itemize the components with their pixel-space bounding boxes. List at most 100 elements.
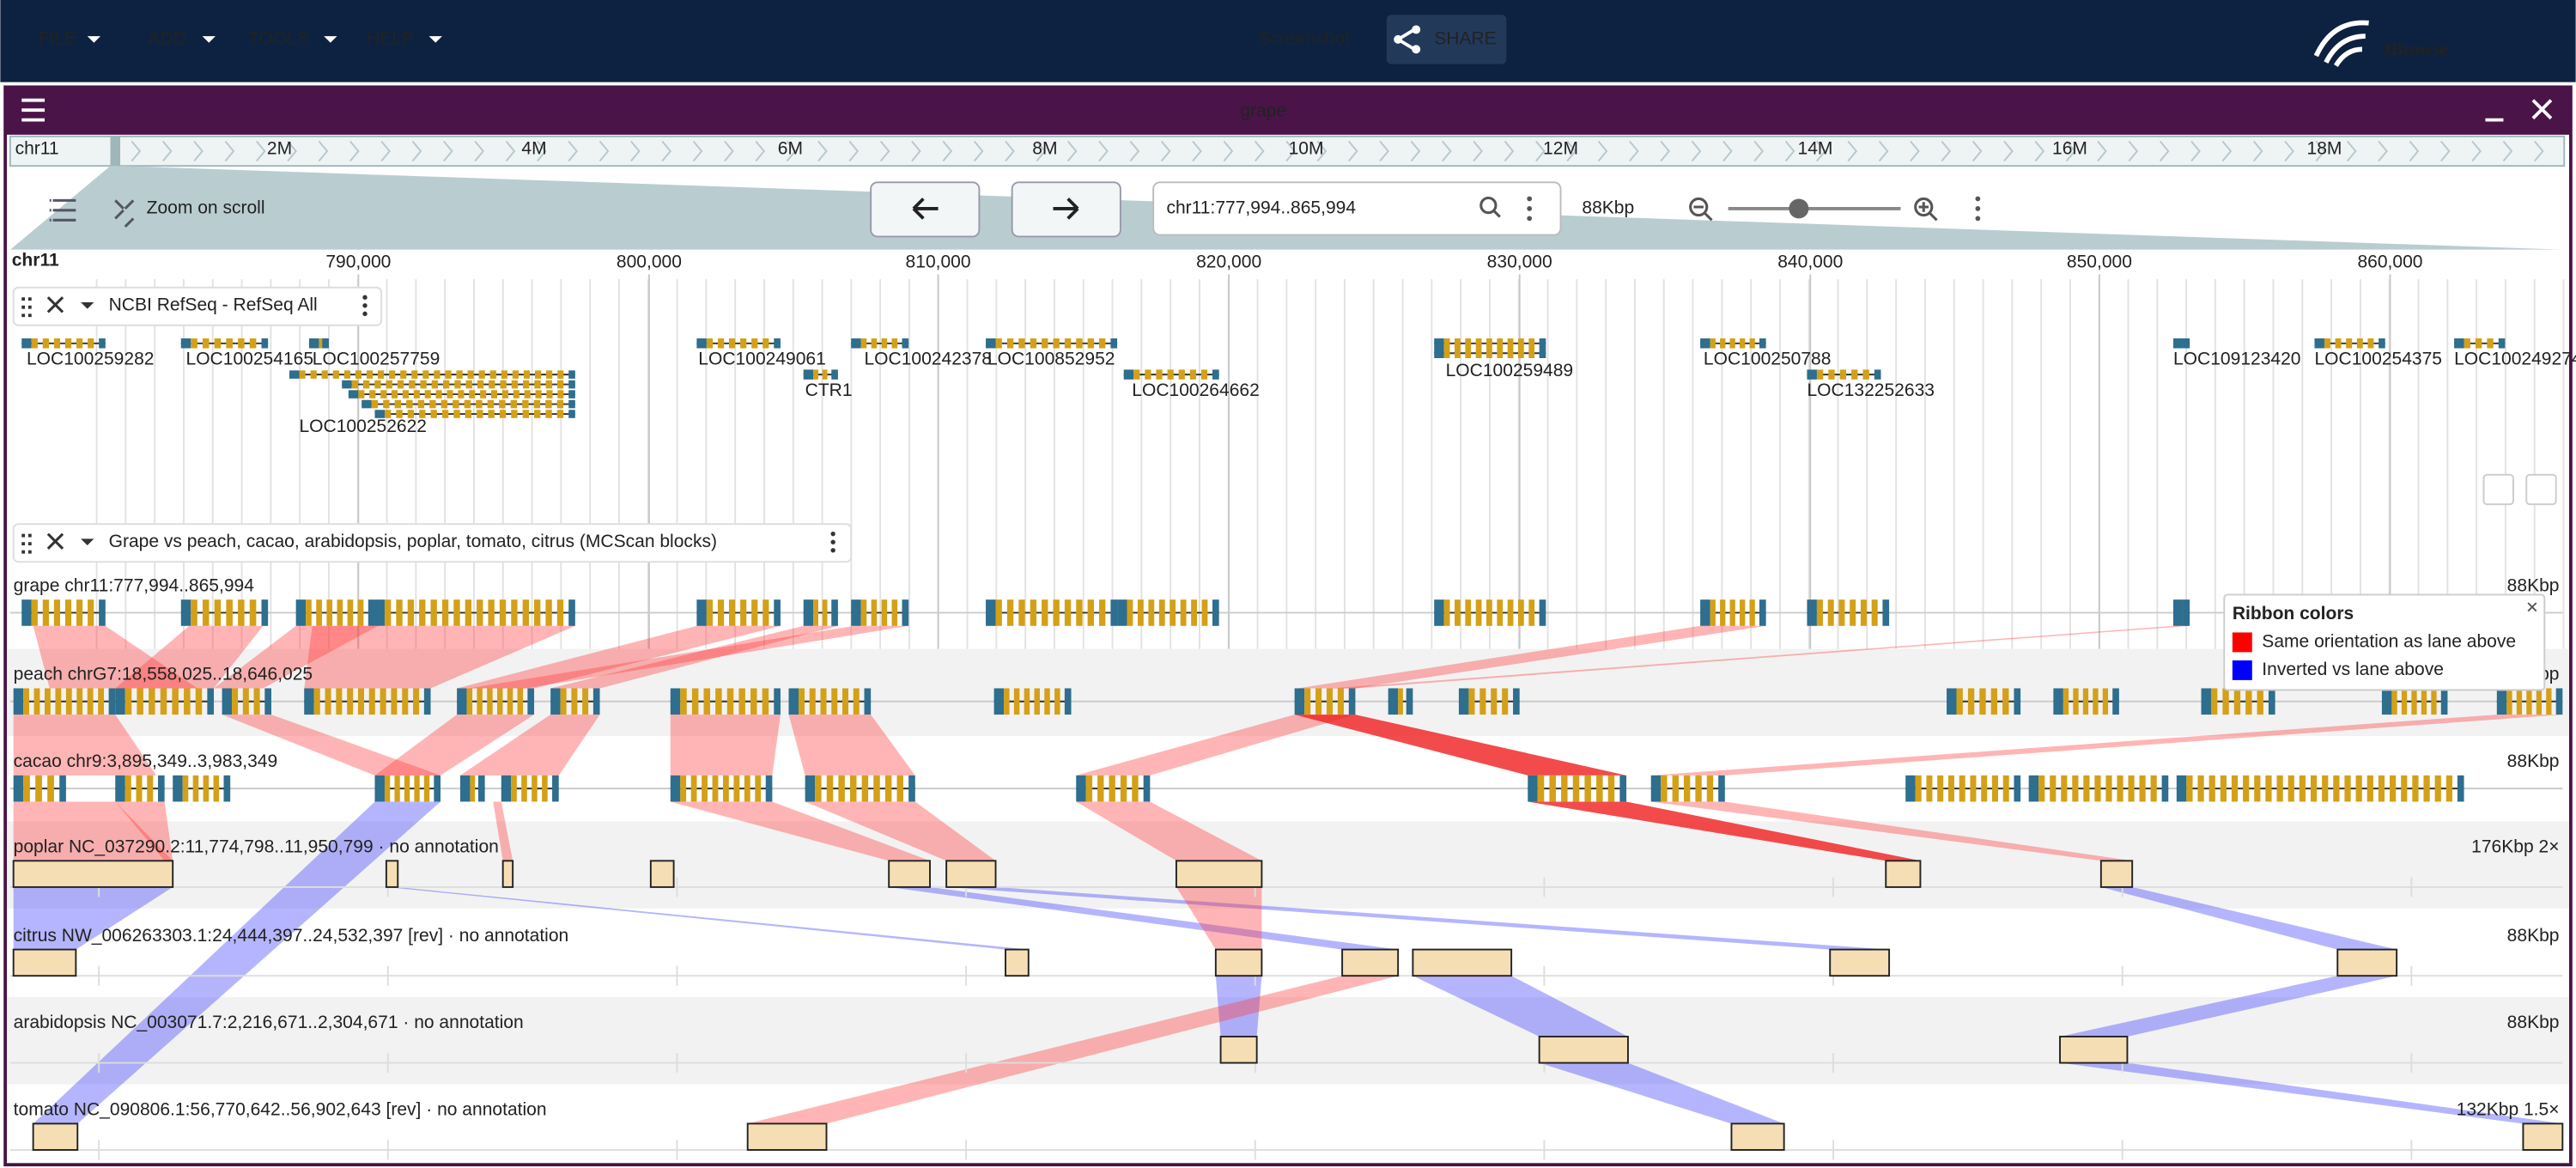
drag[interactable] xyxy=(21,533,32,554)
synteny-block xyxy=(1412,948,1513,977)
logo-mark xyxy=(2313,20,2369,68)
legend-close[interactable] xyxy=(2527,602,2537,612)
gene-label: LOC109123420 xyxy=(2173,349,2301,368)
exon xyxy=(1099,338,1106,349)
close-track[interactable] xyxy=(46,532,64,550)
exon xyxy=(1706,775,1714,802)
exon xyxy=(1024,688,1030,715)
exon xyxy=(456,370,463,379)
exon xyxy=(1455,338,1461,349)
exon xyxy=(853,688,860,715)
exon xyxy=(740,338,747,349)
zoom-in[interactable] xyxy=(1914,197,1934,217)
search-handle xyxy=(1492,209,1501,218)
exon xyxy=(2431,688,2437,715)
track-selector[interactable] xyxy=(49,198,76,222)
zoom-thumb[interactable] xyxy=(1789,198,1809,219)
exon xyxy=(1191,599,1197,626)
close-track[interactable] xyxy=(46,296,64,313)
menu-dot xyxy=(1527,196,1533,202)
utr xyxy=(59,775,66,802)
exon xyxy=(896,775,904,802)
exon xyxy=(299,370,306,379)
exon xyxy=(347,599,354,626)
synteny-block xyxy=(1005,948,1030,977)
menu-item[interactable]: HELP xyxy=(367,28,414,48)
overview-chevron xyxy=(1722,140,1733,162)
menu-item[interactable]: ADD xyxy=(149,28,186,48)
menu-item[interactable]: TOOLS xyxy=(248,28,309,48)
ruler-tick: 790,000 xyxy=(325,252,391,272)
exon xyxy=(409,380,416,389)
exon xyxy=(729,338,736,349)
exon xyxy=(1695,775,1702,802)
synteny-block xyxy=(2336,948,2398,977)
utr xyxy=(1064,688,1072,715)
exon xyxy=(2073,688,2079,715)
exon xyxy=(368,688,375,715)
location-box[interactable] xyxy=(1152,181,1562,236)
menu-dot xyxy=(362,311,368,317)
close-view[interactable] xyxy=(2531,99,2553,120)
exon xyxy=(1710,338,1716,349)
exon xyxy=(2411,688,2417,715)
synteny-block xyxy=(1219,1036,1258,1064)
zoom-on-scroll[interactable]: Zoom on scroll xyxy=(147,198,265,217)
exon xyxy=(182,775,189,802)
exon xyxy=(722,775,729,802)
overview-chevron xyxy=(1285,140,1296,162)
exon xyxy=(371,399,379,409)
overview-chevron xyxy=(349,140,360,162)
view-menu-icon[interactable] xyxy=(21,98,46,122)
exon xyxy=(332,370,339,379)
overview-tick: 2M xyxy=(267,139,292,159)
legend-swatch xyxy=(2232,660,2252,680)
exon xyxy=(489,380,495,389)
overview-chevron xyxy=(568,140,579,162)
exon xyxy=(2254,775,2261,802)
exon xyxy=(751,599,758,626)
row-band xyxy=(7,997,2569,1085)
caret[interactable] xyxy=(81,301,94,309)
caret[interactable] xyxy=(81,538,94,546)
share-label[interactable]: SHARE xyxy=(1434,28,1496,48)
exon xyxy=(542,775,548,802)
track-button[interactable] xyxy=(2525,473,2557,506)
utr xyxy=(1406,688,1413,715)
session-title: Screenshot xyxy=(1259,28,1351,48)
exon xyxy=(407,410,415,418)
exon xyxy=(2276,775,2283,802)
track-button[interactable] xyxy=(2482,473,2514,506)
overview-chevron xyxy=(411,140,422,162)
exon xyxy=(1816,369,1824,380)
menu-item[interactable]: FILE xyxy=(38,28,76,48)
exon xyxy=(1004,688,1010,715)
exon xyxy=(87,688,94,715)
ribbon xyxy=(13,801,173,861)
exon xyxy=(336,688,343,715)
exon xyxy=(487,399,495,409)
exon xyxy=(873,775,880,802)
exon xyxy=(1549,775,1556,802)
exon xyxy=(717,599,725,626)
utr xyxy=(308,338,319,349)
utr xyxy=(2161,775,2169,802)
overview-tick: 4M xyxy=(521,139,546,159)
exon xyxy=(389,370,396,379)
exon xyxy=(458,390,465,398)
utr xyxy=(2454,338,2464,349)
utr xyxy=(527,688,535,715)
exon xyxy=(1145,369,1151,380)
ribbon xyxy=(1176,886,1262,950)
exon xyxy=(500,380,507,389)
exon xyxy=(813,369,818,380)
overview-chevron xyxy=(2440,140,2451,162)
exon xyxy=(469,390,476,398)
drag[interactable] xyxy=(21,297,32,318)
zoom-out[interactable] xyxy=(1689,197,1709,217)
overview-chevron xyxy=(1255,140,1265,162)
exon xyxy=(1120,775,1127,802)
exon xyxy=(2526,688,2532,715)
overview-chevron xyxy=(2471,140,2482,162)
exon xyxy=(522,599,529,626)
